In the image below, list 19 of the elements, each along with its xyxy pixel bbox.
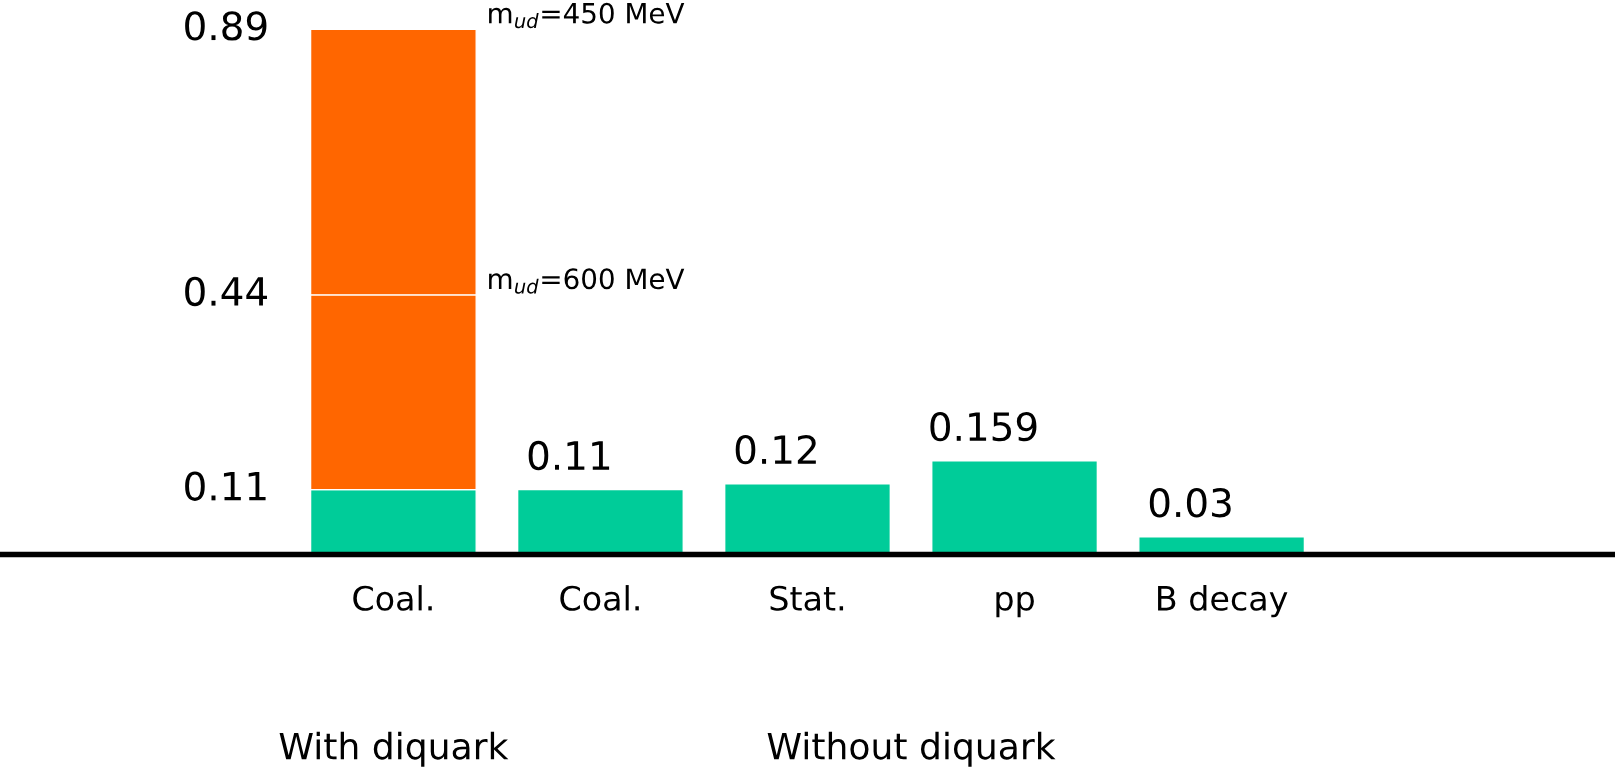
- data-label: 0.03: [1149, 488, 1231, 518]
- annotation: m$_{ud}$=600 MeV: [489, 268, 685, 294]
- data-label: 0.11: [528, 440, 610, 471]
- data-label: 0.159: [930, 411, 1037, 442]
- text: With diquark: [279, 731, 509, 767]
- x-tick-label: pp: [996, 591, 1034, 618]
- y-tick-label: 0.89: [185, 11, 267, 41]
- annotation: m$_{ud}$=450 MeV: [489, 2, 685, 29]
- x-tick-label: Coal.: [560, 585, 639, 611]
- x-tick-label: B decay: [1158, 585, 1288, 618]
- data-label: 0.12: [735, 434, 816, 465]
- bar: [931, 459, 1099, 555]
- x-tick-label: Stat.: [770, 585, 844, 611]
- y-tick-label: 0.44: [185, 276, 267, 307]
- x-tick-label: Coal.: [353, 585, 432, 611]
- bar: [723, 483, 892, 555]
- text: Without diquark: [767, 731, 1056, 767]
- bar: [516, 488, 684, 555]
- y-tick-label: 0.11: [185, 471, 266, 501]
